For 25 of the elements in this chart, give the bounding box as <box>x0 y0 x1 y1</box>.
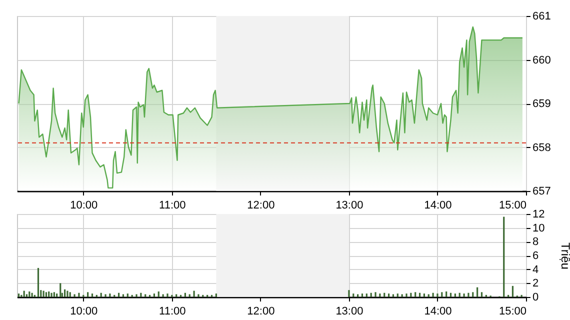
y-tick-label: 12 <box>532 208 545 220</box>
x-tick-label: 10:00 <box>70 306 98 318</box>
y-tick-label: 659 <box>532 98 551 110</box>
y-tick-label: 10 <box>532 222 545 234</box>
y-tick-label: 658 <box>532 142 551 154</box>
y-tick-label: 8 <box>532 236 539 248</box>
x-tick-label: 15:00 <box>498 200 526 212</box>
y-tick-label: 660 <box>532 54 551 66</box>
y-tick-label: 0 <box>532 292 539 304</box>
y-tick-label: 661 <box>532 10 551 22</box>
x-tick-label: 14:00 <box>424 306 452 318</box>
y-tick-label: 6 <box>532 250 539 262</box>
y-tick-label: 4 <box>532 264 539 276</box>
x-tick-label: 14:00 <box>424 200 452 212</box>
y-tick-label: 2 <box>532 278 539 290</box>
x-tick-label: 13:00 <box>336 306 364 318</box>
x-tick-label: 11:00 <box>159 200 186 212</box>
x-tick-label: 13:00 <box>336 200 364 212</box>
x-tick-label: 12:00 <box>247 200 275 212</box>
y-axis-title: Triệu <box>558 242 570 270</box>
x-tick-label: 10:00 <box>70 200 98 212</box>
x-tick-label: 12:00 <box>247 306 275 318</box>
x-tick-label: 15:00 <box>498 306 526 318</box>
y-tick-label: 657 <box>532 186 551 198</box>
x-tick-label: 11:00 <box>159 306 186 318</box>
